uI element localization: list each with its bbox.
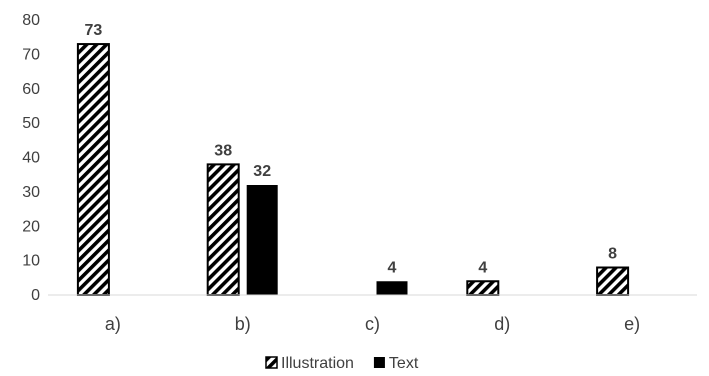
- bar-illustration-b: [206, 163, 240, 296]
- bar-text-c: [376, 281, 408, 295]
- legend-swatch-illustration: [265, 356, 278, 369]
- y-tick-label: 70: [22, 46, 40, 63]
- category-label: b): [235, 314, 251, 334]
- y-tick-label: 20: [22, 218, 40, 235]
- y-axis-tick-labels: 0 10 20 30 40 50 60 70 80: [22, 12, 40, 304]
- data-label: 4: [478, 259, 487, 276]
- x-axis-category-labels: a) b) c) d) e): [105, 314, 640, 334]
- y-tick-label: 10: [22, 253, 40, 270]
- data-label: 4: [388, 259, 397, 276]
- legend-label-illustration: Illustration: [281, 355, 354, 372]
- category-label: a): [105, 314, 121, 334]
- bars: [76, 43, 630, 296]
- data-label: 73: [85, 22, 103, 39]
- y-tick-label: 80: [22, 12, 40, 29]
- bar-illustration-a: [76, 43, 110, 296]
- bar-text-b: [246, 185, 278, 295]
- y-tick-label: 40: [22, 150, 40, 167]
- y-tick-label: 50: [22, 115, 40, 132]
- y-tick-label: 60: [22, 81, 40, 98]
- category-label: d): [494, 314, 510, 334]
- y-tick-label: 0: [31, 287, 40, 304]
- legend: Illustration Text: [265, 355, 419, 372]
- bar-illustration-d: [466, 280, 500, 296]
- data-label: 8: [608, 246, 617, 263]
- data-label: 38: [214, 142, 232, 159]
- category-label: e): [624, 314, 640, 334]
- legend-label-text: Text: [389, 355, 419, 372]
- data-labels: 73 38 32 4 4 8: [85, 22, 618, 276]
- y-tick-label: 30: [22, 184, 40, 201]
- bar-illustration-e: [596, 266, 630, 296]
- legend-swatch-text: [373, 357, 385, 368]
- data-label: 32: [253, 163, 271, 180]
- category-label: c): [365, 314, 380, 334]
